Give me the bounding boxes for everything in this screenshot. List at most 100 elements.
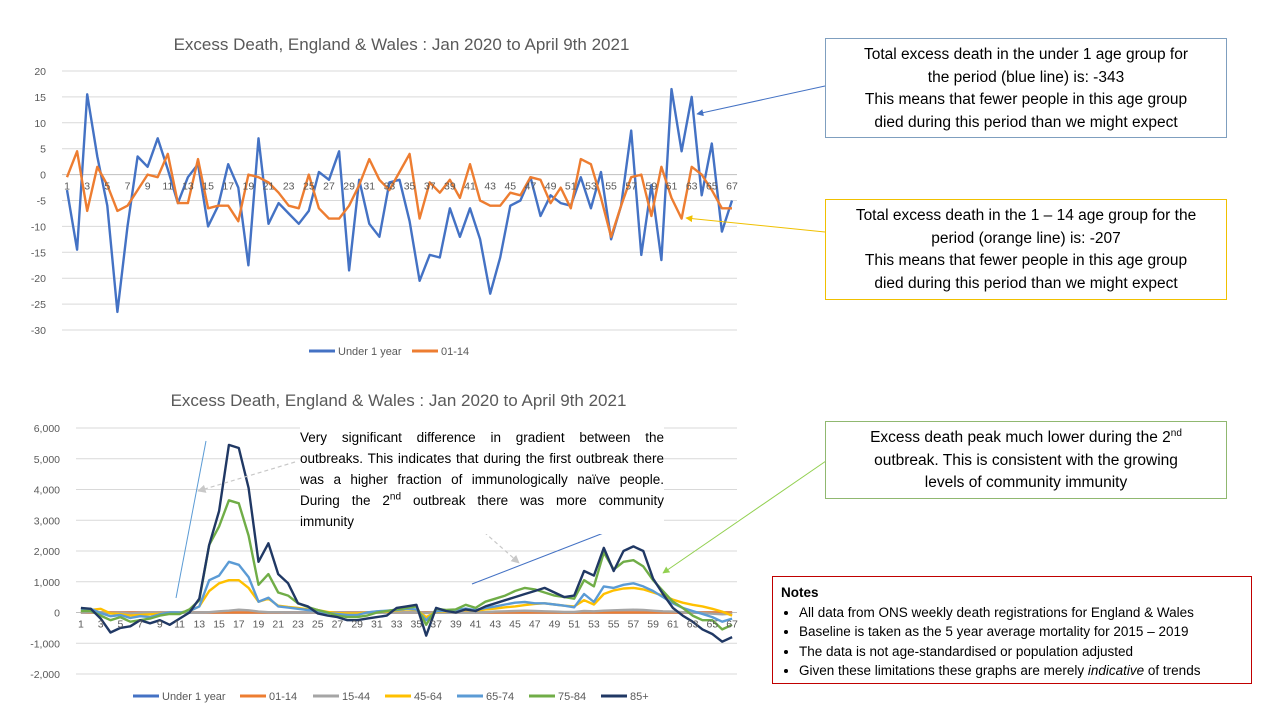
x-tick-label: 33 <box>384 181 396 193</box>
gradient-arrow-first <box>197 461 296 493</box>
x-tick-label: 53 <box>588 619 600 631</box>
peak-annotation-line3: levels of community immunity <box>924 474 1128 491</box>
x-tick-label: 41 <box>470 619 482 631</box>
x-tick-label: 1 <box>78 619 84 631</box>
x-tick-label: 37 <box>430 619 442 631</box>
x-tick-label: 39 <box>450 619 462 631</box>
under1-annotation-line2: the period (blue line) is: -343 <box>927 68 1125 86</box>
x-tick-label: 49 <box>549 619 561 631</box>
legend-label: 45-64 <box>414 691 442 703</box>
y-tick-label: 15 <box>34 92 46 104</box>
x-tick-label: 63 <box>686 181 698 193</box>
age1-14-annotation-box: Total excess death in the 1 – 14 age gro… <box>825 199 1227 300</box>
x-tick-label: 59 <box>646 181 658 193</box>
x-tick-label: 45 <box>509 619 521 631</box>
peak-callout-arrow <box>662 460 827 574</box>
x-tick-label: 65 <box>706 181 718 193</box>
x-tick-label: 17 <box>222 181 234 193</box>
x-tick-label: 33 <box>391 619 403 631</box>
age1-14-callout-arrow <box>685 215 826 233</box>
peak-annotation-sup: nd <box>1170 427 1182 439</box>
x-tick-label: 19 <box>253 619 265 631</box>
x-tick-label: 23 <box>292 619 304 631</box>
under1-annotation-line3: This means that fewer people in this age… <box>864 91 1188 108</box>
y-tick-label: 4,000 <box>34 485 60 497</box>
legend-label: Under 1 year <box>338 346 402 358</box>
gradient-annotation-part2: outbreak there was more community immuni… <box>300 493 665 529</box>
x-tick-label: 3 <box>84 181 90 193</box>
x-tick-label: 35 <box>404 181 416 193</box>
x-tick-label: 17 <box>233 619 245 631</box>
chart-title: Excess Death, England & Wales : Jan 2020… <box>171 391 627 410</box>
under1-annotation-line4: died during this period than we might ex… <box>874 113 1178 131</box>
x-tick-label: 47 <box>525 181 537 193</box>
peak-annotation-box: Excess death peak much lower during the … <box>825 421 1227 499</box>
second-outbreak-gradient-line <box>471 526 620 585</box>
x-tick-label: 25 <box>303 181 315 193</box>
x-tick-label: 55 <box>608 619 620 631</box>
x-tick-label: 5 <box>117 619 123 631</box>
y-tick-label: -1,000 <box>30 638 60 650</box>
x-tick-label: 45 <box>504 181 516 193</box>
y-tick-label: -10 <box>31 221 46 233</box>
x-tick-label: 27 <box>323 181 335 193</box>
y-tick-label: 6,000 <box>34 423 60 435</box>
series-line-01-14 <box>65 150 732 239</box>
notes-item: All data from ONS weekly death registrat… <box>799 603 1243 623</box>
x-tick-label: 57 <box>628 619 640 631</box>
x-tick-label: 13 <box>193 619 205 631</box>
x-tick-label: 31 <box>363 181 375 193</box>
under1-annotation-box: Total excess death in the under 1 age gr… <box>825 38 1227 138</box>
notes-box: Notes All data from ONS weekly death reg… <box>772 576 1252 684</box>
x-tick-label: 23 <box>283 181 295 193</box>
under1-annotation-line1: Total excess death in the under 1 age gr… <box>864 46 1188 63</box>
series-line-85- <box>80 443 733 643</box>
y-tick-label: 2,000 <box>34 546 60 558</box>
x-tick-label: 61 <box>666 181 678 193</box>
x-tick-label: 21 <box>263 181 275 193</box>
x-tick-label: 7 <box>125 181 131 193</box>
x-tick-label: 49 <box>545 181 557 193</box>
age1-14-annotation-line3: This means that fewer people in this age… <box>864 252 1188 269</box>
x-tick-label: 31 <box>371 619 383 631</box>
x-tick-label: 3 <box>98 619 104 631</box>
notes-item: The data is not age-standardised or popu… <box>799 642 1243 662</box>
notes-title: Notes <box>781 585 819 600</box>
x-tick-label: 51 <box>565 181 577 193</box>
x-tick-label: 41 <box>464 181 476 193</box>
peak-annotation-line1: Excess death peak much lower during the … <box>826 427 1226 450</box>
x-tick-label: 63 <box>687 619 699 631</box>
x-tick-label: 29 <box>343 181 355 193</box>
x-tick-label: 1 <box>64 181 70 193</box>
y-tick-label: -2,000 <box>30 669 60 681</box>
x-tick-label: 47 <box>529 619 541 631</box>
y-tick-label: -20 <box>31 273 46 285</box>
x-tick-label: 43 <box>484 181 496 193</box>
legend-label: 85+ <box>630 691 649 703</box>
x-tick-label: 67 <box>726 181 738 193</box>
x-tick-label: 9 <box>157 619 163 631</box>
y-tick-label: 20 <box>34 66 46 78</box>
legend-label: Under 1 year <box>162 691 226 703</box>
x-tick-label: 57 <box>625 181 637 193</box>
x-tick-label: 5 <box>104 181 110 193</box>
x-tick-label: 43 <box>489 619 501 631</box>
x-tick-label: 65 <box>706 619 718 631</box>
gradient-annotation-sup: nd <box>389 491 402 503</box>
gradient-annotation-part1: Very significant difference in gradient … <box>300 430 664 508</box>
under1-callout-arrow <box>696 85 826 117</box>
x-tick-label: 37 <box>424 181 436 193</box>
x-tick-label: 25 <box>312 619 324 631</box>
notes-item4-pre: Given these limitations these graphs are… <box>799 663 1088 678</box>
legend-label: 75-84 <box>558 691 586 703</box>
x-tick-label: 67 <box>726 619 738 631</box>
x-tick-label: 11 <box>162 181 173 193</box>
peak-annotation-line2: outbreak. This is consistent with the gr… <box>874 451 1178 469</box>
notes-item: Given these limitations these graphs are… <box>799 661 1243 681</box>
x-tick-label: 7 <box>137 619 143 631</box>
y-tick-label: 5 <box>40 144 46 156</box>
y-tick-label: 0 <box>40 170 46 182</box>
legend-label: 01-14 <box>441 346 469 358</box>
x-tick-label: 13 <box>182 181 194 193</box>
